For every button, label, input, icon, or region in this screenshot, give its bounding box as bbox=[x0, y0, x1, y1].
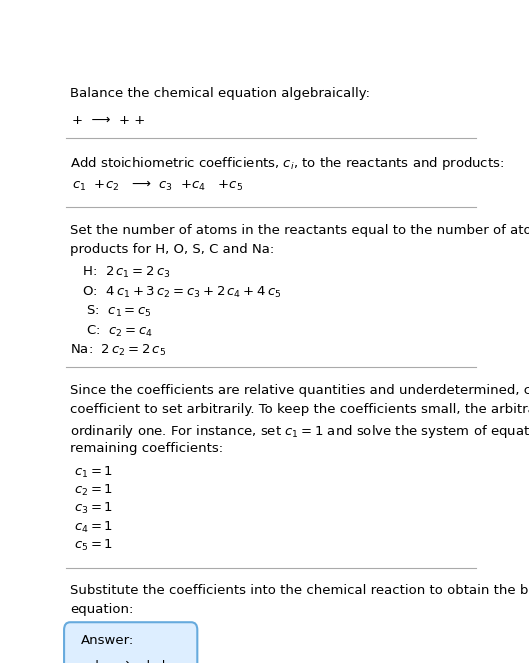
Text: $c_1$  +$c_2$   ⟶  $c_3$  +$c_4$   +$c_5$: $c_1$ +$c_2$ ⟶ $c_3$ +$c_4$ +$c_5$ bbox=[72, 179, 243, 193]
Text: Answer:: Answer: bbox=[80, 634, 134, 647]
Text: $c_2 = 1$: $c_2 = 1$ bbox=[74, 483, 113, 498]
Text: coefficient to set arbitrarily. To keep the coefficients small, the arbitrary va: coefficient to set arbitrarily. To keep … bbox=[70, 403, 529, 416]
Text: S:  $c_1 = c_5$: S: $c_1 = c_5$ bbox=[78, 304, 152, 320]
Text: H:  $2\,c_1 = 2\,c_3$: H: $2\,c_1 = 2\,c_3$ bbox=[78, 265, 171, 280]
Text: Since the coefficients are relative quantities and underdetermined, choose a: Since the coefficients are relative quan… bbox=[70, 384, 529, 397]
Text: $c_4 = 1$: $c_4 = 1$ bbox=[74, 520, 113, 535]
Text: O:  $4\,c_1 + 3\,c_2 = c_3 + 2\,c_4 + 4\,c_5$: O: $4\,c_1 + 3\,c_2 = c_3 + 2\,c_4 + 4\,… bbox=[78, 285, 282, 300]
FancyBboxPatch shape bbox=[64, 623, 197, 663]
Text: +  ⟶   + +: + ⟶ + + bbox=[83, 658, 169, 663]
Text: $c_3 = 1$: $c_3 = 1$ bbox=[74, 501, 113, 516]
Text: Set the number of atoms in the reactants equal to the number of atoms in the: Set the number of atoms in the reactants… bbox=[70, 223, 529, 237]
Text: products for H, O, S, C and Na:: products for H, O, S, C and Na: bbox=[70, 243, 275, 256]
Text: Substitute the coefficients into the chemical reaction to obtain the balanced: Substitute the coefficients into the che… bbox=[70, 584, 529, 597]
Text: $c_5 = 1$: $c_5 = 1$ bbox=[74, 538, 113, 553]
Text: Na:  $2\,c_2 = 2\,c_5$: Na: $2\,c_2 = 2\,c_5$ bbox=[70, 343, 167, 358]
Text: Add stoichiometric coefficients, $c_i$, to the reactants and products:: Add stoichiometric coefficients, $c_i$, … bbox=[70, 154, 505, 172]
Text: equation:: equation: bbox=[70, 603, 134, 617]
Text: +  ⟶  + +: + ⟶ + + bbox=[72, 114, 145, 127]
Text: remaining coefficients:: remaining coefficients: bbox=[70, 442, 223, 455]
Text: C:  $c_2 = c_4$: C: $c_2 = c_4$ bbox=[78, 324, 153, 339]
Text: $c_1 = 1$: $c_1 = 1$ bbox=[74, 465, 113, 479]
Text: ordinarily one. For instance, set $c_1 = 1$ and solve the system of equations fo: ordinarily one. For instance, set $c_1 =… bbox=[70, 422, 529, 440]
Text: Balance the chemical equation algebraically:: Balance the chemical equation algebraica… bbox=[70, 88, 370, 100]
